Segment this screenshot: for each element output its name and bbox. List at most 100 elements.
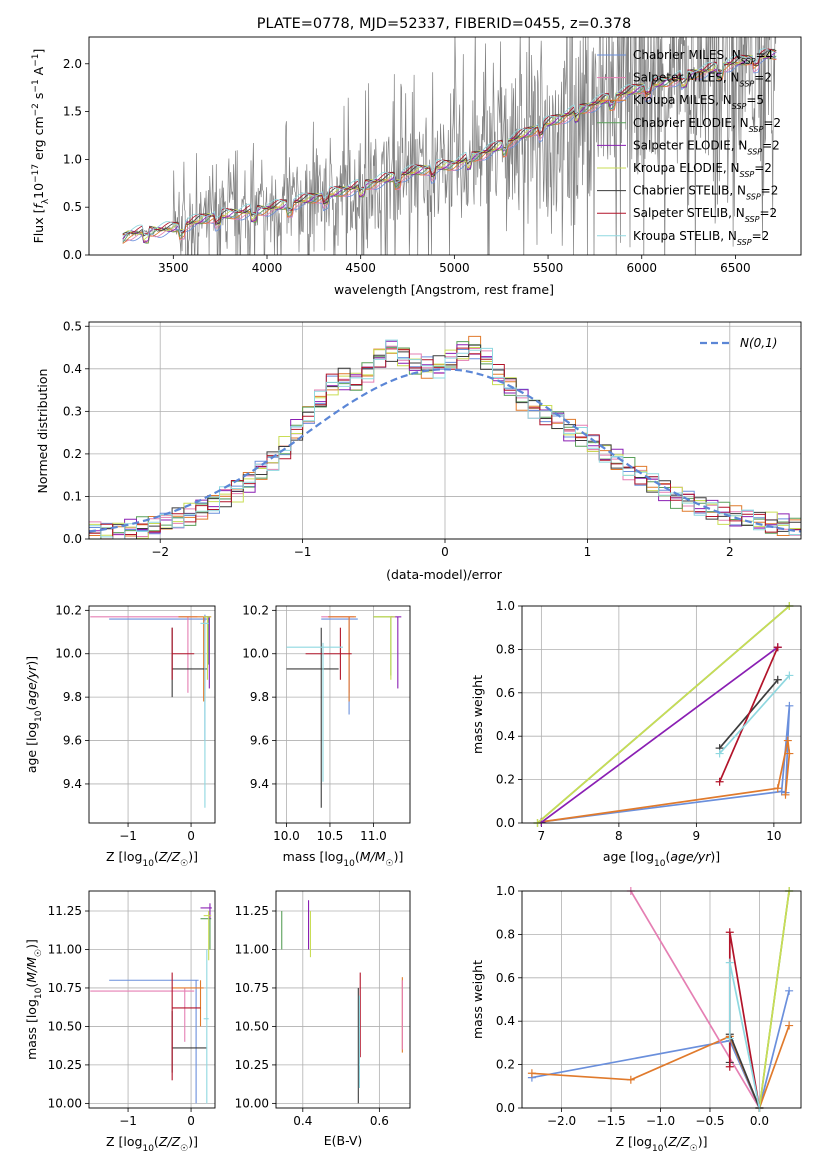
x-axis-label: wavelength [Angstrom, rest frame] — [334, 282, 554, 297]
legend-entry: Kroupa MILES, NSSP=5 — [633, 93, 764, 111]
y-tick-label: 9.4 — [63, 777, 82, 791]
data-point-marker — [725, 928, 734, 937]
y-axis-label: age [log10(age/yr)] — [24, 656, 44, 773]
age-massweight-panel: 7 8 9 10 0.0 0.2 0.4 0.6 0.8 1.0 age [log10(age/yr… — [470, 599, 802, 869]
y-tick-label: 0.4 — [496, 729, 515, 743]
x-tick-label: 5000 — [439, 261, 470, 275]
x-tick-label: 0.0 — [750, 1114, 769, 1128]
y-tick-label: 11.25 — [48, 904, 82, 918]
y-tick-label: 0.2 — [63, 447, 82, 461]
y-tick-label: 11.00 — [48, 942, 82, 956]
axes-frame — [521, 890, 802, 1109]
y-tick-label: 0.2 — [496, 773, 515, 787]
y-axis-label: mass weight — [470, 960, 485, 1039]
axes-frame — [88, 36, 802, 256]
model-spectrum-line — [122, 48, 777, 237]
x-tick-label: 0 — [441, 545, 449, 559]
series-line — [630, 891, 761, 1108]
y-tick-label: 10.00 — [48, 1096, 82, 1110]
series-line — [718, 674, 791, 755]
y-tick-label: 0.6 — [496, 971, 515, 985]
y-tick-label: 9.6 — [250, 734, 269, 748]
y-tick-label: 0.1 — [63, 489, 82, 503]
data-point-marker — [715, 749, 724, 758]
y-tick-label: 1.0 — [63, 152, 82, 166]
x-tick-label: −2.0 — [547, 1114, 576, 1128]
y-axis-label: mass [log10(M/M☉)] — [24, 939, 44, 1060]
data-point-marker — [626, 1075, 635, 1084]
x-tick-label: 4000 — [252, 261, 283, 275]
y-tick-label: 9.6 — [63, 734, 82, 748]
x-tick-label: −2 — [151, 545, 169, 559]
data-point-marker — [785, 1021, 794, 1030]
y-tick-label: 10.25 — [235, 1058, 269, 1072]
y-tick-label: 10.0 — [55, 647, 82, 661]
legend-entry: Chabrier MILES, NSSP=4 — [633, 48, 773, 66]
x-axis-label: Z [log10(Z/Z☉)] — [616, 1134, 708, 1154]
series-line — [540, 646, 779, 823]
x-tick-label: −1.5 — [596, 1114, 625, 1128]
legend-entry: Salpeter MILES, NSSP=2 — [633, 71, 772, 89]
y-tick-label: 0.5 — [63, 319, 82, 333]
y-tick-label: 2.0 — [63, 57, 82, 71]
data-point-marker — [773, 784, 782, 793]
legend-entry: N(0,1) — [740, 336, 777, 350]
x-tick-label: 1 — [584, 545, 592, 559]
x-axis-label: Z [log10(Z/Z☉)] — [106, 849, 198, 869]
y-tick-label: 0.4 — [496, 1014, 515, 1028]
x-tick-label: −1 — [119, 829, 137, 843]
y-tick-label: 10.50 — [235, 1019, 269, 1033]
x-tick-label: 4500 — [345, 261, 376, 275]
x-tick-label: −1.0 — [646, 1114, 675, 1128]
y-axis-label: Flux [fλ10−17 erg cm−2 s−1 A−1] — [31, 49, 51, 244]
data-point-marker — [785, 749, 794, 758]
axes-frame — [275, 605, 411, 824]
y-axis-label: Normed distribution — [35, 369, 50, 494]
y-tick-label: 0.8 — [496, 642, 515, 656]
y-tick-label: 0.8 — [496, 927, 515, 941]
y-tick-label: 0.4 — [63, 362, 82, 376]
x-tick-label: −0.5 — [695, 1114, 724, 1128]
x-axis-label: (data-model)/error — [386, 567, 503, 582]
data-point-marker — [781, 790, 790, 799]
x-tick-label: 2 — [726, 545, 734, 559]
y-tick-label: 9.4 — [250, 777, 269, 791]
y-tick-label: 10.50 — [48, 1019, 82, 1033]
model-spectrum-line — [122, 55, 777, 244]
x-tick-label: −1 — [119, 1114, 137, 1128]
y-tick-label: 1.0 — [496, 599, 515, 613]
data-point-marker — [725, 1062, 734, 1071]
x-axis-label: Z [log10(Z/Z☉)] — [106, 1134, 198, 1154]
data-point-marker — [783, 736, 792, 745]
series-line — [541, 740, 791, 823]
z-mass-panel: −1 0 10.00 10.25 10.50 10.75 11.00 11.25 Z [log1… — [24, 890, 216, 1154]
mass-age-panel: 10.0 10.5 11.0 9.4 9.6 9.8 10.0 10.2 mass [log10… — [242, 603, 411, 869]
series-line — [536, 606, 790, 823]
y-tick-label: 0.0 — [63, 248, 82, 262]
y-tick-label: 1.5 — [63, 105, 82, 119]
y-tick-label: 10.75 — [235, 981, 269, 995]
legend-entry: Chabrier STELIB, NSSP=2 — [633, 184, 778, 202]
y-tick-label: 10.25 — [48, 1058, 82, 1072]
x-axis-label-text: E(B-V) — [324, 1133, 363, 1148]
series-line — [758, 891, 790, 1108]
normal-curve — [88, 368, 802, 533]
data-point-marker — [785, 701, 794, 710]
y-tick-label: 11.00 — [235, 942, 269, 956]
y-tick-label: 9.8 — [250, 690, 269, 704]
series-line — [728, 1033, 761, 1108]
x-tick-label: 0 — [187, 829, 195, 843]
axes-frame — [521, 605, 802, 824]
legend-entry: Salpeter STELIB, NSSP=2 — [633, 206, 777, 224]
spectrum-panel: 3500 4000 4500 5000 5500 6000 6500 0.0 0.5 1.0 1.5… — [31, 36, 802, 297]
y-tick-label: 0.2 — [496, 1058, 515, 1072]
model-spectrum-line — [122, 55, 777, 244]
y-tick-label: 1.0 — [496, 884, 515, 898]
x-tick-label: 0.6 — [370, 1114, 389, 1128]
data-point-marker — [527, 1069, 536, 1078]
x-tick-label: 6500 — [720, 261, 751, 275]
x-tick-label: 8 — [615, 829, 623, 843]
y-tick-label: 0.6 — [496, 686, 515, 700]
y-tick-label: 10.2 — [55, 603, 82, 617]
legend-entry: Chabrier ELODIE, NSSP=2 — [633, 116, 781, 134]
